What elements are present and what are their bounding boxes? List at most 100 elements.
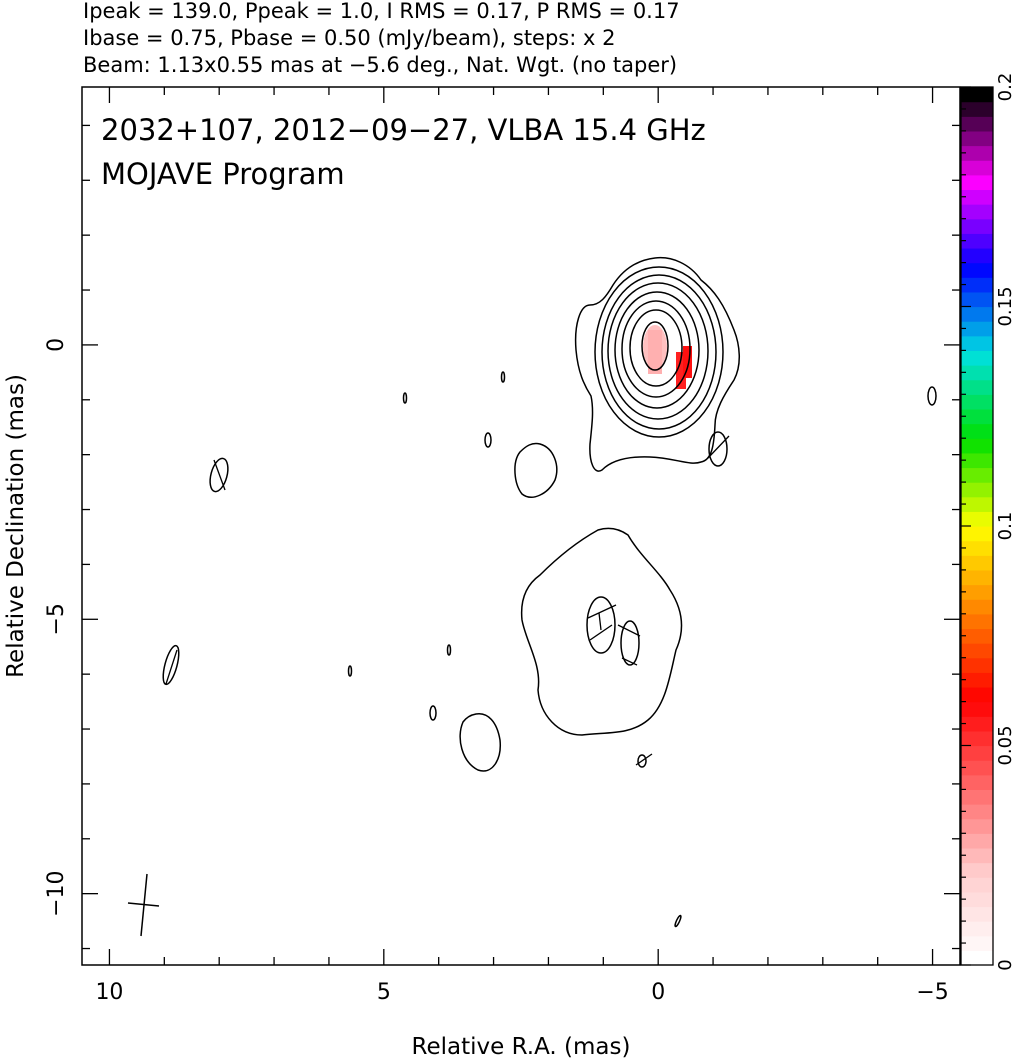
evpa-south-5	[598, 612, 602, 631]
x-axis-label: Relative R.A. (mas)	[412, 1034, 631, 1060]
colorbar-band	[961, 760, 993, 776]
colorbar-band	[961, 452, 993, 469]
axis-ticks: 10 5 0 −5 0 −5 −10	[44, 87, 960, 1005]
x-tick-label: 0	[651, 980, 665, 1005]
evpa-far-left-1	[213, 459, 226, 491]
contour-right-small	[708, 431, 728, 467]
colorbar-band	[961, 804, 993, 820]
colorbar-band	[961, 686, 993, 703]
colorbar-band	[961, 672, 993, 688]
header-line-1: Ipeak = 139.0, Ppeak = 1.0, I RMS = 0.17…	[83, 0, 680, 23]
chart-title: 2032+107, 2012−09−27, VLBA 15.4 GHz	[101, 113, 706, 147]
y-axis-label: Relative Declination (mas)	[3, 374, 29, 678]
colorbar-tick-label: 0.15	[995, 286, 1016, 326]
contour-noise-2	[500, 371, 506, 383]
colorbar-band	[961, 174, 993, 191]
contour-core-2	[594, 266, 724, 438]
colorbar-tick-label: 0.2	[995, 73, 1016, 102]
contour-core-7	[629, 309, 683, 387]
contour-core-3	[601, 274, 717, 430]
polarization-image	[643, 325, 692, 389]
contour-core-6	[621, 300, 691, 398]
contour-core-5	[614, 291, 700, 409]
colorbar-band	[961, 935, 993, 951]
colorbar-band	[961, 189, 993, 205]
evpa-south-2	[589, 624, 613, 641]
colorbar-tick-label: 0	[995, 959, 1016, 970]
colorbar-band	[961, 116, 993, 132]
colorbar-band	[961, 716, 993, 732]
colorbar-band	[961, 233, 993, 249]
colorbar-band	[961, 818, 993, 834]
contour-core-outer	[574, 256, 740, 472]
colorbar-band	[961, 365, 993, 381]
colorbar-band	[961, 789, 993, 805]
colorbar-band	[961, 467, 993, 483]
colorbar-band	[961, 540, 993, 556]
colorbar-band	[961, 247, 993, 264]
colorbar-band	[961, 511, 993, 527]
y-tick-label: 0	[44, 338, 69, 352]
colorbar-band	[961, 408, 993, 425]
x-tick-label: −5	[916, 980, 948, 1005]
colorbar-band	[961, 950, 993, 966]
contour-noise-5	[446, 644, 452, 656]
y-tick-label: −10	[44, 870, 69, 916]
pol-core-pixels-inner	[648, 330, 662, 374]
beam-marker	[127, 873, 160, 937]
y-tick-label: −5	[44, 603, 69, 635]
colorbar-band	[961, 613, 993, 630]
evpa-south-1	[587, 604, 617, 619]
evpa-south-4	[621, 657, 638, 666]
colorbar-band	[961, 423, 993, 439]
contour-noise-4	[927, 386, 937, 406]
colorbar-band	[961, 847, 993, 864]
colorbar-band	[961, 321, 993, 337]
colorbar-tick-label: 0.1	[995, 512, 1016, 541]
evpa-south-3	[617, 624, 641, 637]
contour-far-left-1	[209, 457, 229, 493]
contour-south-inner-2	[620, 620, 640, 666]
colorbar-band	[961, 730, 993, 747]
colorbar-band	[961, 745, 993, 761]
pol-jet-pixels-edge	[683, 346, 692, 378]
colorbar-band	[961, 218, 993, 234]
colorbar-band	[961, 643, 993, 659]
x-tick-label: 10	[95, 980, 123, 1005]
colorbar-band	[961, 921, 993, 937]
colorbar-band	[961, 438, 993, 454]
evpa-right-small	[707, 435, 730, 459]
colorbar-band	[961, 101, 993, 117]
plot-frame	[81, 86, 961, 966]
colorbar-band	[961, 350, 993, 366]
colorbar-band	[961, 555, 993, 571]
colorbar-band	[961, 599, 993, 615]
contour-south	[520, 527, 683, 736]
colorbar-band	[961, 862, 993, 878]
colorbar-band	[961, 628, 993, 644]
x-tick-label: 5	[377, 980, 391, 1005]
colorbar-band	[961, 482, 993, 498]
contour-noise-8	[637, 754, 647, 768]
colorbar-band	[961, 701, 993, 717]
colorbar-band	[961, 291, 993, 308]
colorbar-band	[961, 496, 993, 512]
intensity-contours	[162, 256, 937, 928]
header-line-2: Ibase = 0.75, Pbase = 0.50 (mJy/beam), s…	[83, 26, 615, 50]
colorbar-band	[961, 394, 993, 410]
colorbar-band	[961, 906, 993, 922]
colorbar-band	[961, 262, 993, 278]
chart-subtitle: MOJAVE Program	[101, 157, 345, 191]
colorbar-tick-label: 0.05	[995, 725, 1016, 765]
colorbar-band	[961, 204, 993, 220]
colorbar-band	[961, 774, 993, 790]
colorbar-band	[961, 379, 993, 395]
colorbar-band	[961, 526, 993, 542]
evpa-noise-8	[635, 753, 653, 766]
colorbar-band	[961, 891, 993, 908]
evpa-far-left-2	[165, 649, 178, 685]
contour-blob-left	[514, 442, 558, 498]
contour-noise-9	[674, 914, 682, 928]
contour-core-4	[607, 282, 709, 420]
